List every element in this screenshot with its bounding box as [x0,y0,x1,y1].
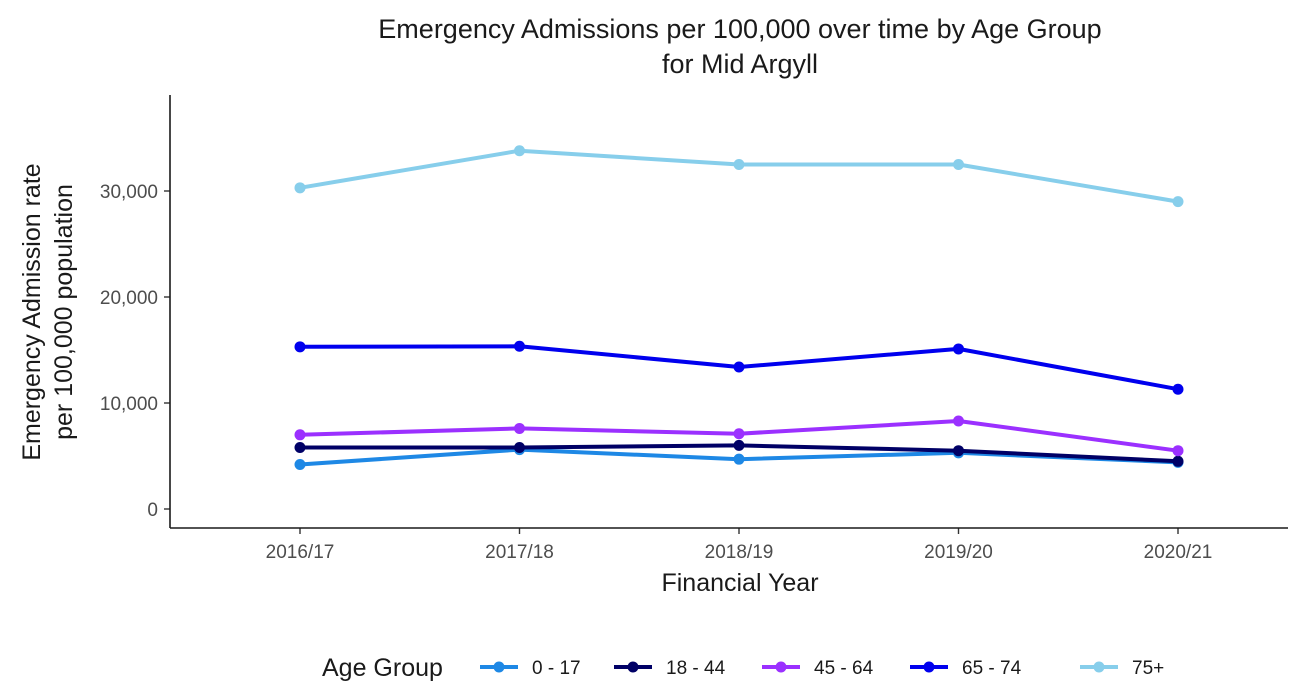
y-tick-label: 10,000 [100,394,158,415]
data-point [514,145,525,157]
data-point [953,415,964,427]
legend-label: 65 - 74 [962,658,1022,679]
data-point [1172,383,1184,395]
data-point [294,341,306,353]
series-2 [294,439,1184,467]
legend: Age Group 0 - 17 18 - 44 45 - 64 65 - 74 75+ [322,654,1164,682]
legend-item: 0 - 17 [480,658,581,679]
data-point [294,429,306,441]
legend-key-point [493,661,505,673]
series-5 [294,145,1184,208]
chart-title-line-1: Emergency Admissions per 100,000 over ti… [378,14,1101,44]
data-point [733,159,745,170]
legend-key-point [1093,661,1105,673]
legend-label: 75+ [1132,658,1164,679]
legend-key-point [627,661,639,673]
legend-title: Age Group [322,654,443,682]
legend-key-point [775,661,787,673]
x-tick-label: 2019/20 [924,542,993,563]
legend-item: 18 - 44 [614,658,726,679]
data-point [733,361,745,373]
series-3 [294,415,1184,457]
legend-item: 65 - 74 [910,658,1022,679]
data-point [514,422,525,434]
data-point [953,343,964,355]
series-layer [294,145,1184,470]
legend-item: 45 - 64 [762,658,874,679]
data-point [733,439,745,451]
data-point [953,445,964,457]
data-point [294,442,306,454]
x-tick-label: 2020/21 [1144,542,1213,563]
series-4 [294,340,1184,395]
x-axis: 2016/17 2017/18 2018/19 2019/20 2020/21 [266,528,1213,563]
data-point [514,340,525,352]
data-point [294,458,306,470]
legend-label: 45 - 64 [814,658,874,679]
x-tick-label: 2018/19 [705,542,774,563]
y-axis: 0 10,000 20,000 30,000 [100,182,170,521]
legend-key-point [923,661,935,673]
y-tick-label: 0 [147,500,158,521]
y-tick-label: 20,000 [100,288,158,309]
legend-label: 0 - 17 [532,658,581,679]
data-point [1172,455,1184,467]
x-axis-title: Financial Year [661,569,818,597]
data-point [294,182,306,194]
y-axis-title-line-2: per 100,000 population [50,184,78,440]
data-point [953,159,964,170]
legend-label: 18 - 44 [666,658,726,679]
x-tick-label: 2016/17 [266,542,335,563]
series-line [299,148,1179,204]
data-point [733,453,745,465]
data-point [1172,196,1184,208]
x-tick-label: 2017/18 [485,542,554,563]
y-tick-label: 30,000 [100,182,158,203]
chart-title-line-2: for Mid Argyll [662,49,818,79]
data-point [514,442,525,454]
data-point [733,428,745,440]
data-point [1172,445,1184,457]
legend-item: 75+ [1080,658,1164,679]
y-axis-title-line-1: Emergency Admission rate [18,163,46,460]
